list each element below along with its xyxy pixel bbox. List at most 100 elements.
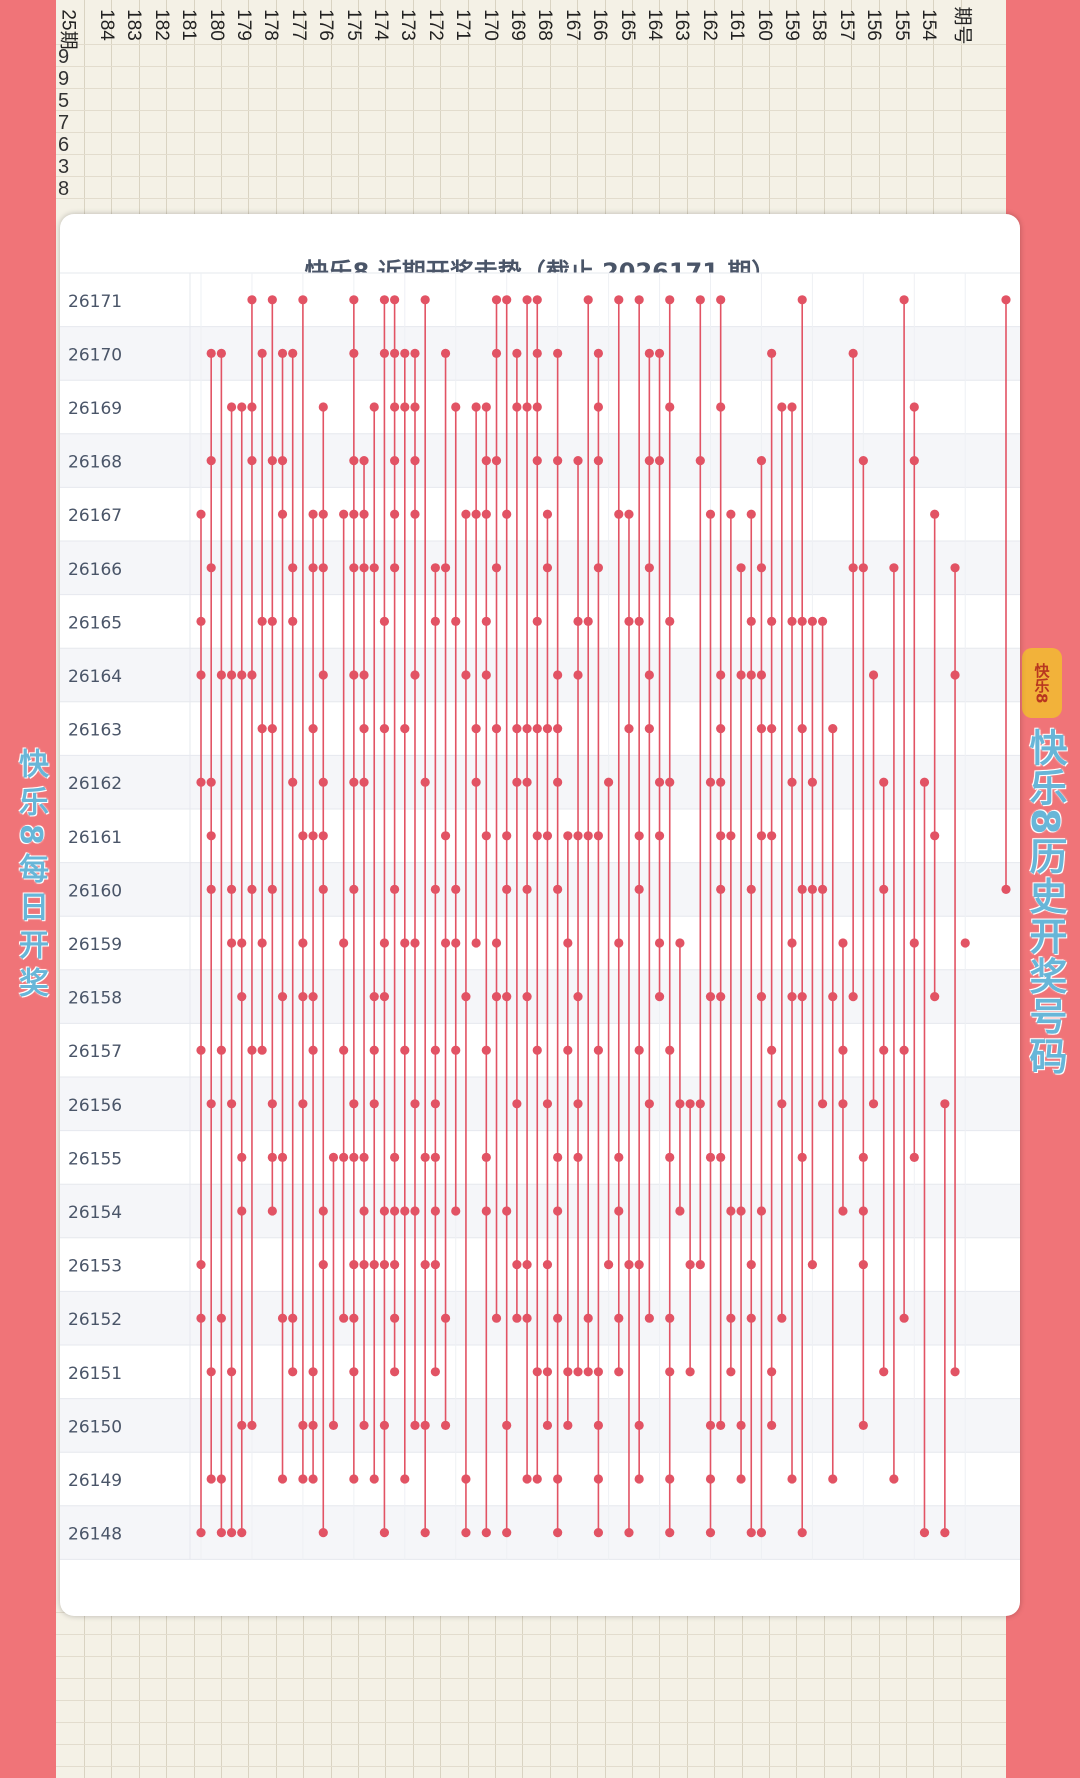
draw-point [410,402,420,412]
draw-point [267,724,277,734]
draw-point [746,1528,756,1538]
draw-point [603,1260,614,1270]
sheet-gridline [275,0,277,215]
sheet-gridline [166,0,168,215]
sheet-gridline [56,1634,1006,1635]
draw-point [522,884,532,895]
sheet-gridline [796,1608,798,1778]
draw-point [705,1420,716,1430]
draw-point [247,456,257,466]
sheet-gridline [933,1608,935,1778]
draw-point [563,938,573,948]
draw-point [716,724,726,734]
draw-point [491,724,502,734]
draw-point [318,1528,328,1538]
sheet-gridline [769,1608,770,1778]
draw-point [919,1528,930,1538]
draw-point [593,1420,604,1430]
draw-point [593,831,604,841]
draw-point [410,1206,420,1216]
draw-point [797,616,807,626]
sheet-gridline [111,0,113,215]
period-label: 26170 [68,345,122,365]
draw-point [308,724,318,734]
sheet-gridline [823,1608,825,1778]
draw-point [634,1474,644,1484]
draw-point [196,616,206,626]
sheet-gridline [467,1608,469,1778]
sheet-gridline [275,1608,277,1778]
draw-point [736,670,746,680]
draw-point [430,1260,440,1270]
draw-point [390,402,400,412]
draw-point [226,1099,237,1109]
draw-point [400,724,410,734]
draw-point [695,1260,705,1270]
draw-point [532,456,542,466]
sheet-column-number: 183 [123,9,145,41]
draw-point [359,777,369,787]
draw-point [889,1474,899,1484]
draw-point [410,1420,420,1430]
draw-point [634,616,644,626]
draw-point [196,509,206,519]
row-band [60,1077,1020,1131]
draw-point [359,724,369,734]
sheet-first-column-label: 25期 [57,9,79,50]
draw-point [308,509,318,519]
sheet-column-number: 155 [890,9,912,41]
draw-point [665,1528,675,1538]
draw-point [451,616,461,626]
sheet-column-number: 169 [506,9,528,41]
draw-point [512,1099,522,1109]
draw-point [522,402,532,412]
draw-point [400,402,410,412]
draw-point [318,509,328,519]
draw-point [430,563,440,573]
sheet-row-number: 3 [58,156,70,178]
draw-point [767,348,777,358]
draw-point [481,670,491,680]
draw-point [624,724,634,734]
period-label: 26155 [68,1149,122,1169]
sheet-gridline [741,0,743,215]
draw-point [522,1260,532,1270]
sheet-column-number: 161 [726,9,748,41]
sheet-gridline [495,0,496,215]
draw-point [206,884,216,895]
draw-point [746,884,756,895]
sheet-gridline [358,1608,359,1778]
draw-point [277,992,288,1002]
period-label: 26162 [68,774,122,794]
sheet-gridline [193,1608,195,1778]
draw-point [654,992,665,1002]
draw-point [532,1045,542,1055]
draw-point [644,456,654,466]
draw-point [573,456,583,466]
draw-point [593,563,604,573]
draw-point [277,1313,288,1323]
draw-point [858,1260,868,1270]
draw-point [573,616,583,626]
period-label: 26156 [68,1096,122,1116]
draw-point [726,1313,736,1323]
draw-point [481,1528,491,1538]
draw-point [318,402,328,412]
draw-point [339,1152,349,1162]
draw-point [909,1152,919,1162]
sheet-column-number: 174 [369,9,391,41]
sheet-column-number: 160 [753,9,775,41]
draw-point [573,992,583,1002]
draw-point [308,1474,318,1484]
draw-point [756,992,767,1002]
sheet-column-number: 179 [232,9,254,41]
draw-point [532,724,542,734]
draw-point [756,670,767,680]
draw-point [226,938,237,948]
draw-point [644,563,654,573]
draw-point [624,1528,634,1538]
draw-point [481,1045,491,1055]
period-label: 26152 [68,1310,122,1330]
draw-point [665,777,675,787]
period-label: 26163 [68,721,122,741]
